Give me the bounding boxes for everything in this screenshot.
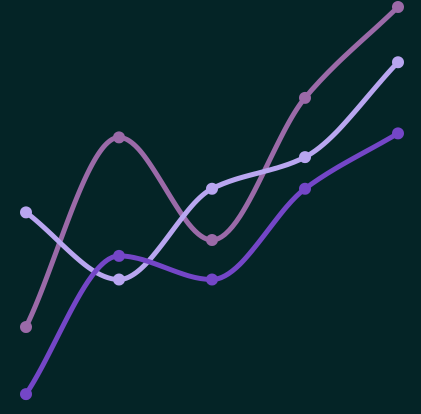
series-3 bbox=[20, 127, 404, 401]
series-layer bbox=[20, 1, 404, 401]
series-1-point-4 bbox=[299, 91, 311, 104]
series-2-point-5 bbox=[392, 56, 404, 69]
series-3-point-1 bbox=[20, 388, 32, 401]
series-1 bbox=[20, 1, 404, 333]
series-1-line bbox=[23, 4, 401, 330]
series-1-point-3 bbox=[206, 234, 218, 247]
series-3-point-2 bbox=[113, 249, 125, 262]
series-3-point-4 bbox=[299, 182, 311, 195]
series-1-point-2 bbox=[113, 131, 125, 144]
series-2-point-3 bbox=[206, 182, 218, 195]
series-2-point-1 bbox=[20, 206, 32, 219]
series-1-point-1 bbox=[20, 320, 32, 333]
series-3-point-3 bbox=[206, 273, 218, 286]
series-3-point-5 bbox=[392, 127, 404, 140]
series-1-point-5 bbox=[392, 1, 404, 13]
series-2-point-2 bbox=[113, 273, 125, 286]
series-2 bbox=[20, 56, 404, 286]
series-2-point-4 bbox=[299, 151, 311, 164]
